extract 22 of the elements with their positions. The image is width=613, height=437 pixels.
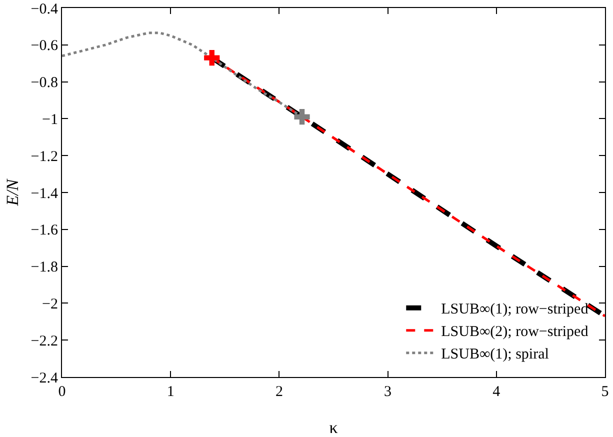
y-tick-label: −2.2 (30, 333, 58, 350)
x-tick-label: 0 (58, 384, 66, 400)
y-tick-label: −0.8 (30, 75, 58, 92)
x-tick-label: 4 (492, 384, 501, 400)
x-tick-label: 1 (166, 384, 174, 400)
x-tick-label: 3 (384, 384, 392, 400)
y-tick-label: −1.2 (30, 148, 58, 165)
x-tick-label: 5 (601, 384, 609, 400)
y-tick-label: −1.6 (30, 222, 58, 239)
y-tick-label: −1 (42, 112, 58, 128)
y-tick-label: −1.8 (30, 260, 58, 276)
y-tick-label: −2 (42, 296, 58, 312)
legend-label: LSUB∞(1); spiral (441, 346, 549, 363)
x-axis-title: κ (329, 418, 338, 437)
y-tick-label: −0.6 (30, 38, 58, 54)
y-tick-label: −1.4 (30, 186, 58, 202)
legend-label: LSUB∞(2); row−striped (441, 324, 589, 340)
x-tick-label: 2 (275, 384, 283, 400)
y-tick-label: −2.4 (30, 370, 58, 386)
y-tick-label: −0.4 (30, 1, 58, 18)
legend-label: LSUB∞(1); row−striped (441, 302, 589, 318)
y-axis-title: E/N (3, 178, 22, 207)
